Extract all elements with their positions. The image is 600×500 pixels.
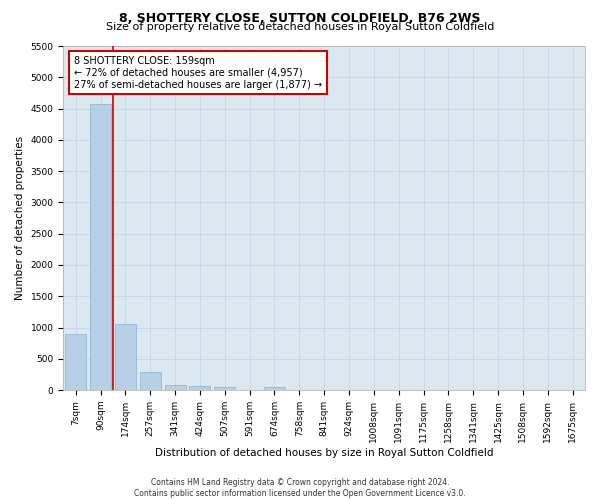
Text: Size of property relative to detached houses in Royal Sutton Coldfield: Size of property relative to detached ho… (106, 22, 494, 32)
Bar (65, 334, 86, 390)
Bar (264, 386, 285, 390)
Bar (140, 372, 161, 390)
Bar (190, 386, 211, 390)
Bar (115, 324, 136, 390)
Bar (214, 387, 235, 390)
Y-axis label: Number of detached properties: Number of detached properties (15, 136, 25, 300)
X-axis label: Distribution of detached houses by size in Royal Sutton Coldfield: Distribution of detached houses by size … (155, 448, 493, 458)
Text: 8 SHOTTERY CLOSE: 159sqm
← 72% of detached houses are smaller (4,957)
27% of sem: 8 SHOTTERY CLOSE: 159sqm ← 72% of detach… (74, 56, 322, 90)
Bar (164, 386, 185, 390)
Bar (90, 104, 111, 390)
Text: Contains HM Land Registry data © Crown copyright and database right 2024.
Contai: Contains HM Land Registry data © Crown c… (134, 478, 466, 498)
Text: 8, SHOTTERY CLOSE, SUTTON COLDFIELD, B76 2WS: 8, SHOTTERY CLOSE, SUTTON COLDFIELD, B76… (119, 12, 481, 26)
